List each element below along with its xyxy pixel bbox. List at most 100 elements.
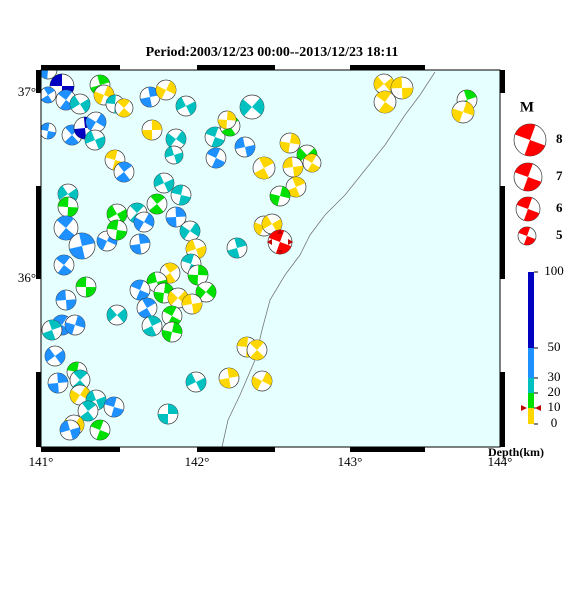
mechanism-quadrant: [176, 97, 196, 115]
lon-label: 143°: [338, 454, 363, 469]
mechanism-quadrant: [187, 265, 208, 285]
mechanisms: [41, 70, 478, 441]
mechanism-quadrant: [41, 123, 56, 139]
lon-label: 141°: [29, 454, 54, 469]
mechanism-quadrant: [85, 130, 105, 150]
mechanism-quadrant: [374, 76, 394, 92]
frame-segment: [500, 70, 505, 93]
frame-segment: [197, 65, 275, 70]
depth-band: [528, 378, 534, 393]
mechanism-quadrant: [80, 400, 96, 421]
depth-band: [528, 348, 534, 378]
event-marker: [288, 239, 293, 245]
mechanism-quadrant: [268, 230, 292, 254]
depth-band: [528, 272, 534, 348]
magnitude-title: M: [520, 99, 534, 115]
frame-segment: [350, 65, 425, 70]
mechanism-quadrant: [279, 133, 300, 153]
mechanism-quadrant: [70, 95, 90, 113]
mechanism-quadrant: [206, 148, 226, 168]
mechanism-quadrant: [227, 238, 247, 258]
mechanism-quadrant: [154, 173, 174, 193]
depth-label: 30: [548, 369, 561, 384]
mechanism-quadrant: [514, 124, 546, 157]
mechanism-quadrant: [134, 213, 155, 231]
mechanism-quadrant: [182, 294, 202, 314]
mechanism-quadrant: [149, 194, 165, 214]
mechanism-quadrant: [196, 284, 216, 300]
mechanism-quadrant: [56, 255, 72, 275]
depth-title: Depth(km): [488, 445, 544, 459]
mechanism-quadrant: [70, 386, 90, 404]
mechanism-quadrant: [76, 277, 96, 297]
lat-label: 36°: [18, 270, 36, 285]
mechanism-quadrant: [117, 99, 131, 117]
mechanism-quadrant: [41, 70, 57, 79]
mechanism-quadrant: [240, 97, 265, 117]
mechanism-quadrant: [142, 120, 162, 140]
depth-label: 50: [548, 339, 561, 354]
mechanism-quadrant: [142, 316, 162, 336]
mechanism-quadrant: [518, 227, 536, 246]
mechanism-quadrant: [86, 113, 106, 131]
mechanism-quadrant: [283, 157, 304, 177]
mechanism-quadrant: [60, 420, 81, 440]
mechanism-quadrant: [270, 186, 290, 206]
mechanism-quadrant: [130, 234, 150, 254]
mechanism-quadrant: [158, 404, 178, 424]
mechanism-quadrant: [41, 87, 55, 103]
frame-segment: [197, 447, 275, 452]
frame-segment: [36, 186, 41, 279]
mechanism-quadrant: [48, 373, 68, 393]
mechanism-quadrant: [375, 90, 395, 113]
event-marker: [277, 229, 283, 234]
map-area: [41, 70, 500, 447]
mechanism-quadrant: [58, 197, 78, 217]
mechanism-quadrant: [42, 320, 62, 340]
frame-segment: [500, 372, 505, 447]
mechanism-quadrant: [107, 220, 127, 241]
mechanism-quadrant: [304, 154, 320, 173]
mechanism-quadrant: [186, 239, 206, 259]
mechanism-quadrant: [516, 197, 540, 221]
title: Period:2003/12/23 00:00--2013/12/23 18:1…: [146, 45, 399, 60]
depth-label: 100: [544, 263, 564, 278]
mechanism-quadrant: [140, 87, 160, 107]
mechanism-quadrant: [90, 420, 110, 440]
mechanism-quadrant: [107, 307, 127, 323]
mechanism-quadrant: [153, 283, 174, 303]
mechanism-quadrant: [64, 315, 85, 335]
depth-band: [528, 393, 534, 408]
mechanism-quadrant: [218, 111, 236, 129]
lon-label: 144°: [488, 454, 513, 469]
mechanism-quadrant: [138, 298, 156, 318]
frame-segment: [41, 447, 120, 452]
mechanism-quadrant: [106, 205, 128, 223]
mechanism-quadrant: [254, 157, 274, 179]
magnitude-label: 8: [556, 131, 563, 146]
mechanism-quadrant: [186, 373, 206, 391]
mechanism-quadrant: [56, 216, 76, 240]
mechanism-quadrant: [166, 130, 186, 148]
frame-segment: [36, 70, 41, 93]
mechanism-quadrant: [69, 233, 95, 259]
mechanism-quadrant: [163, 306, 181, 326]
frame-segment: [500, 186, 505, 279]
mechanism-quadrant: [130, 280, 150, 300]
mechanism-quadrant: [286, 177, 306, 197]
mechanism-quadrant: [104, 397, 124, 417]
event-marker: [277, 250, 283, 255]
mechanism-quadrant: [391, 77, 413, 99]
frame-segment: [36, 372, 41, 447]
coastline: [221, 71, 436, 448]
lon-label: 142°: [185, 454, 210, 469]
frame-segment: [41, 65, 120, 70]
mechanism-quadrant: [251, 372, 273, 390]
mechanism-quadrant: [180, 222, 200, 240]
mechanism-quadrant: [72, 370, 88, 390]
mechanism-quadrant: [55, 290, 76, 310]
magnitude-label: 5: [556, 227, 563, 242]
mechanism-quadrant: [156, 81, 176, 99]
